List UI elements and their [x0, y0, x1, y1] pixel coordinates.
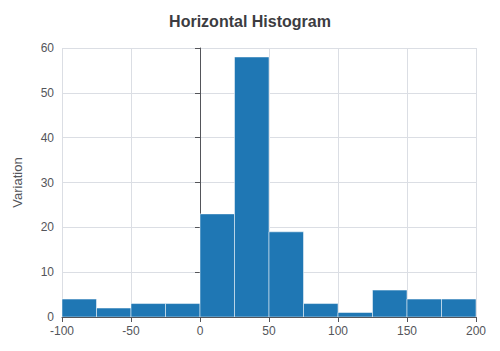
svg-text:-50: -50	[122, 324, 140, 338]
svg-text:0: 0	[197, 324, 204, 338]
svg-text:0: 0	[47, 310, 54, 324]
svg-text:30: 30	[41, 176, 55, 190]
svg-text:60: 60	[41, 41, 55, 55]
svg-text:40: 40	[41, 131, 55, 145]
svg-text:100: 100	[328, 324, 348, 338]
svg-text:50: 50	[41, 86, 55, 100]
svg-text:20: 20	[41, 220, 55, 234]
svg-text:150: 150	[397, 324, 417, 338]
svg-text:-100: -100	[50, 324, 74, 338]
svg-text:200: 200	[466, 324, 486, 338]
svg-text:Variation: Variation	[10, 157, 25, 207]
svg-text:Horizontal Histogram: Horizontal Histogram	[169, 13, 331, 30]
svg-text:10: 10	[41, 265, 55, 279]
svg-text:50: 50	[262, 324, 276, 338]
